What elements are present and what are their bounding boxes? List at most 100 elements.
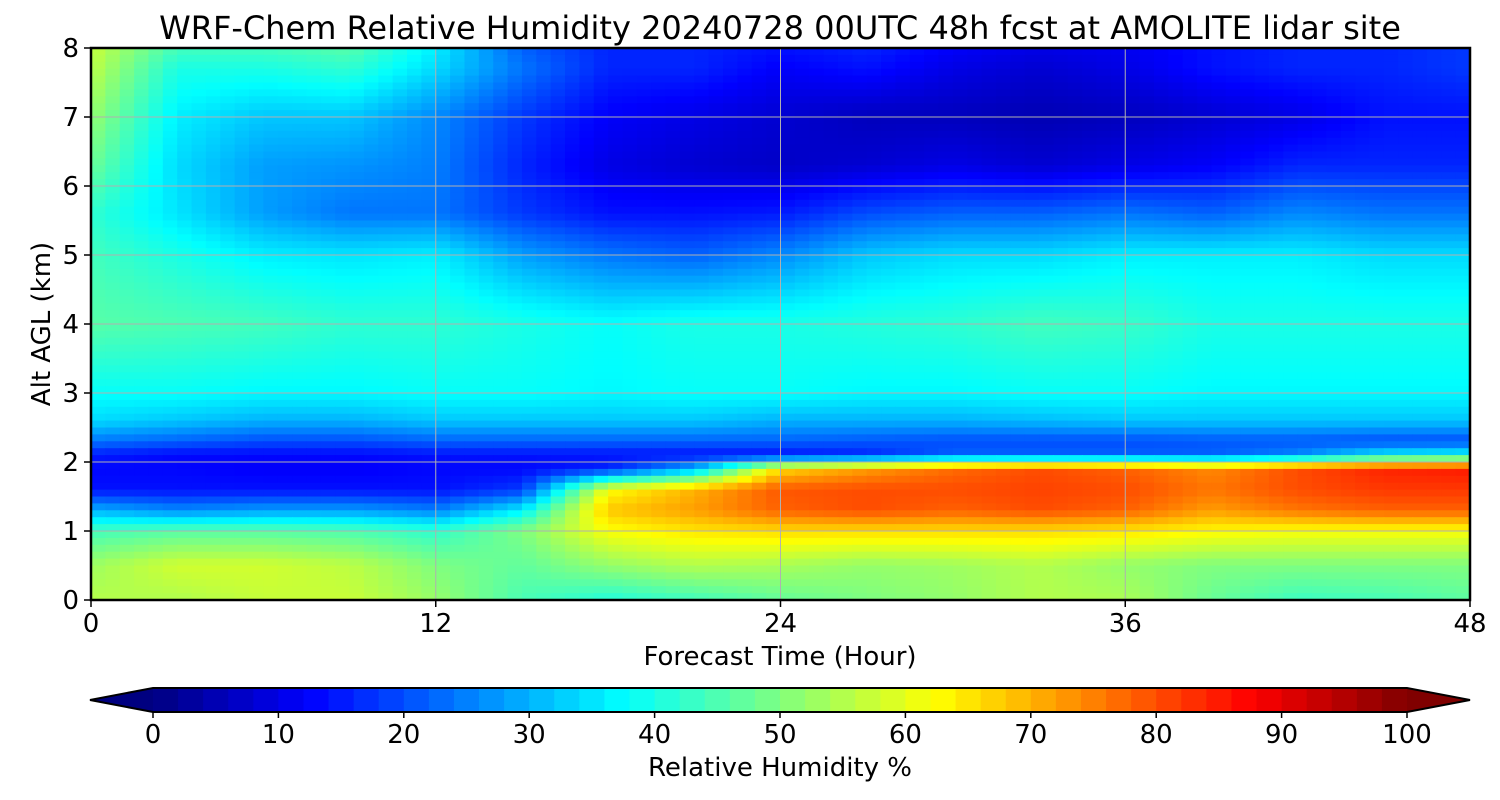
heatmap-cell xyxy=(1340,172,1356,180)
heatmap-cell xyxy=(292,61,308,70)
heatmap-cell xyxy=(694,324,710,332)
heatmap-cell xyxy=(751,48,767,56)
heatmap-cell xyxy=(665,89,681,97)
heatmap-cell xyxy=(1082,330,1098,339)
heatmap-cell xyxy=(335,379,351,387)
heatmap-cell xyxy=(651,192,667,201)
heatmap-cell xyxy=(1240,227,1256,235)
heatmap-cell xyxy=(1010,144,1026,153)
heatmap-cell xyxy=(565,248,580,256)
heatmap-cell xyxy=(1311,255,1327,263)
heatmap-cell xyxy=(1340,275,1356,284)
heatmap-cell xyxy=(981,137,997,146)
heatmap-cell xyxy=(435,130,451,139)
heatmap-cell xyxy=(593,110,609,118)
heatmap-cell xyxy=(407,199,422,208)
heatmap-cell xyxy=(1268,137,1284,146)
heatmap-cell xyxy=(1355,393,1371,401)
heatmap-cell xyxy=(320,261,336,270)
heatmap-cell xyxy=(708,61,724,70)
heatmap-cell xyxy=(1441,151,1457,159)
heatmap-cell xyxy=(636,358,652,366)
heatmap-cell xyxy=(1326,103,1342,111)
heatmap-cell xyxy=(536,241,552,249)
heatmap-cell xyxy=(1168,117,1184,125)
heatmap-cell xyxy=(435,241,451,249)
heatmap-cell xyxy=(1053,275,1069,284)
heatmap-cell xyxy=(1455,234,1471,242)
heatmap-cell xyxy=(1254,289,1270,297)
heatmap-cell xyxy=(1455,255,1471,263)
heatmap-cell xyxy=(881,289,897,297)
heatmap-cell xyxy=(1311,96,1327,104)
heatmap-cell xyxy=(1254,165,1270,173)
heatmap-cell xyxy=(593,234,609,242)
heatmap-cell xyxy=(1139,199,1155,208)
heatmap-cell xyxy=(249,261,264,270)
heatmap-cell xyxy=(723,123,738,132)
heatmap-cell xyxy=(694,358,710,366)
heatmap-cell xyxy=(105,399,121,408)
heatmap-cell xyxy=(579,337,595,346)
heatmap-cell xyxy=(1110,54,1126,63)
heatmap-cell xyxy=(177,89,193,97)
heatmap-cell xyxy=(1125,268,1141,277)
heatmap-cell xyxy=(737,330,753,339)
heatmap-cell xyxy=(550,275,566,284)
heatmap-cell xyxy=(191,227,207,235)
heatmap-cell xyxy=(665,82,681,90)
heatmap-cell xyxy=(1039,337,1055,346)
heatmap-cell xyxy=(478,220,494,228)
heatmap-cell xyxy=(119,172,135,180)
heatmap-cell xyxy=(1182,303,1198,311)
heatmap-cell xyxy=(1311,75,1327,84)
heatmap-cell xyxy=(981,151,997,159)
heatmap-cell xyxy=(91,206,106,215)
heatmap-cell xyxy=(1340,123,1356,132)
heatmap-cell xyxy=(751,54,767,63)
heatmap-cell xyxy=(723,344,738,353)
heatmap-cell xyxy=(608,227,624,235)
heatmap-cell xyxy=(177,282,193,291)
heatmap-cell xyxy=(335,137,351,146)
heatmap-cell xyxy=(450,68,466,77)
heatmap-cell xyxy=(1110,186,1126,194)
heatmap-cell xyxy=(220,130,236,139)
heatmap-cell xyxy=(234,192,250,201)
heatmap-cell xyxy=(952,165,968,173)
heatmap-cell xyxy=(952,248,968,256)
heatmap-cell xyxy=(1254,351,1270,360)
heatmap-cell xyxy=(1153,275,1169,284)
heatmap-cell xyxy=(464,158,480,166)
heatmap-cell xyxy=(1096,393,1112,401)
heatmap-cell xyxy=(1412,82,1428,90)
heatmap-cell xyxy=(1096,144,1112,153)
heatmap-cell xyxy=(1139,324,1155,332)
heatmap-cell xyxy=(737,324,753,332)
heatmap-cell xyxy=(1168,54,1184,63)
heatmap-cell xyxy=(91,261,106,270)
heatmap-cell xyxy=(766,165,782,173)
heatmap-cell xyxy=(579,227,595,235)
heatmap-cell xyxy=(766,393,782,401)
heatmap-cell xyxy=(823,137,839,146)
heatmap-cell xyxy=(1024,192,1040,201)
heatmap-cell xyxy=(119,261,135,270)
heatmap-cell xyxy=(378,151,394,159)
heatmap-cell xyxy=(450,54,466,63)
heatmap-cell xyxy=(320,399,336,408)
heatmap-cell xyxy=(1010,241,1026,249)
heatmap-cell xyxy=(349,68,365,77)
heatmap-cell xyxy=(1426,130,1442,139)
heatmap-cell xyxy=(550,296,566,304)
heatmap-cell xyxy=(450,296,466,304)
heatmap-cell xyxy=(536,268,552,277)
heatmap-cell xyxy=(105,199,121,208)
heatmap-cell xyxy=(478,103,494,111)
heatmap-cell xyxy=(1398,220,1414,228)
heatmap-cell xyxy=(220,317,236,325)
heatmap-cell xyxy=(751,137,767,146)
heatmap-cell xyxy=(737,220,753,228)
heatmap-cell xyxy=(263,110,279,118)
heatmap-cell xyxy=(1211,351,1227,360)
